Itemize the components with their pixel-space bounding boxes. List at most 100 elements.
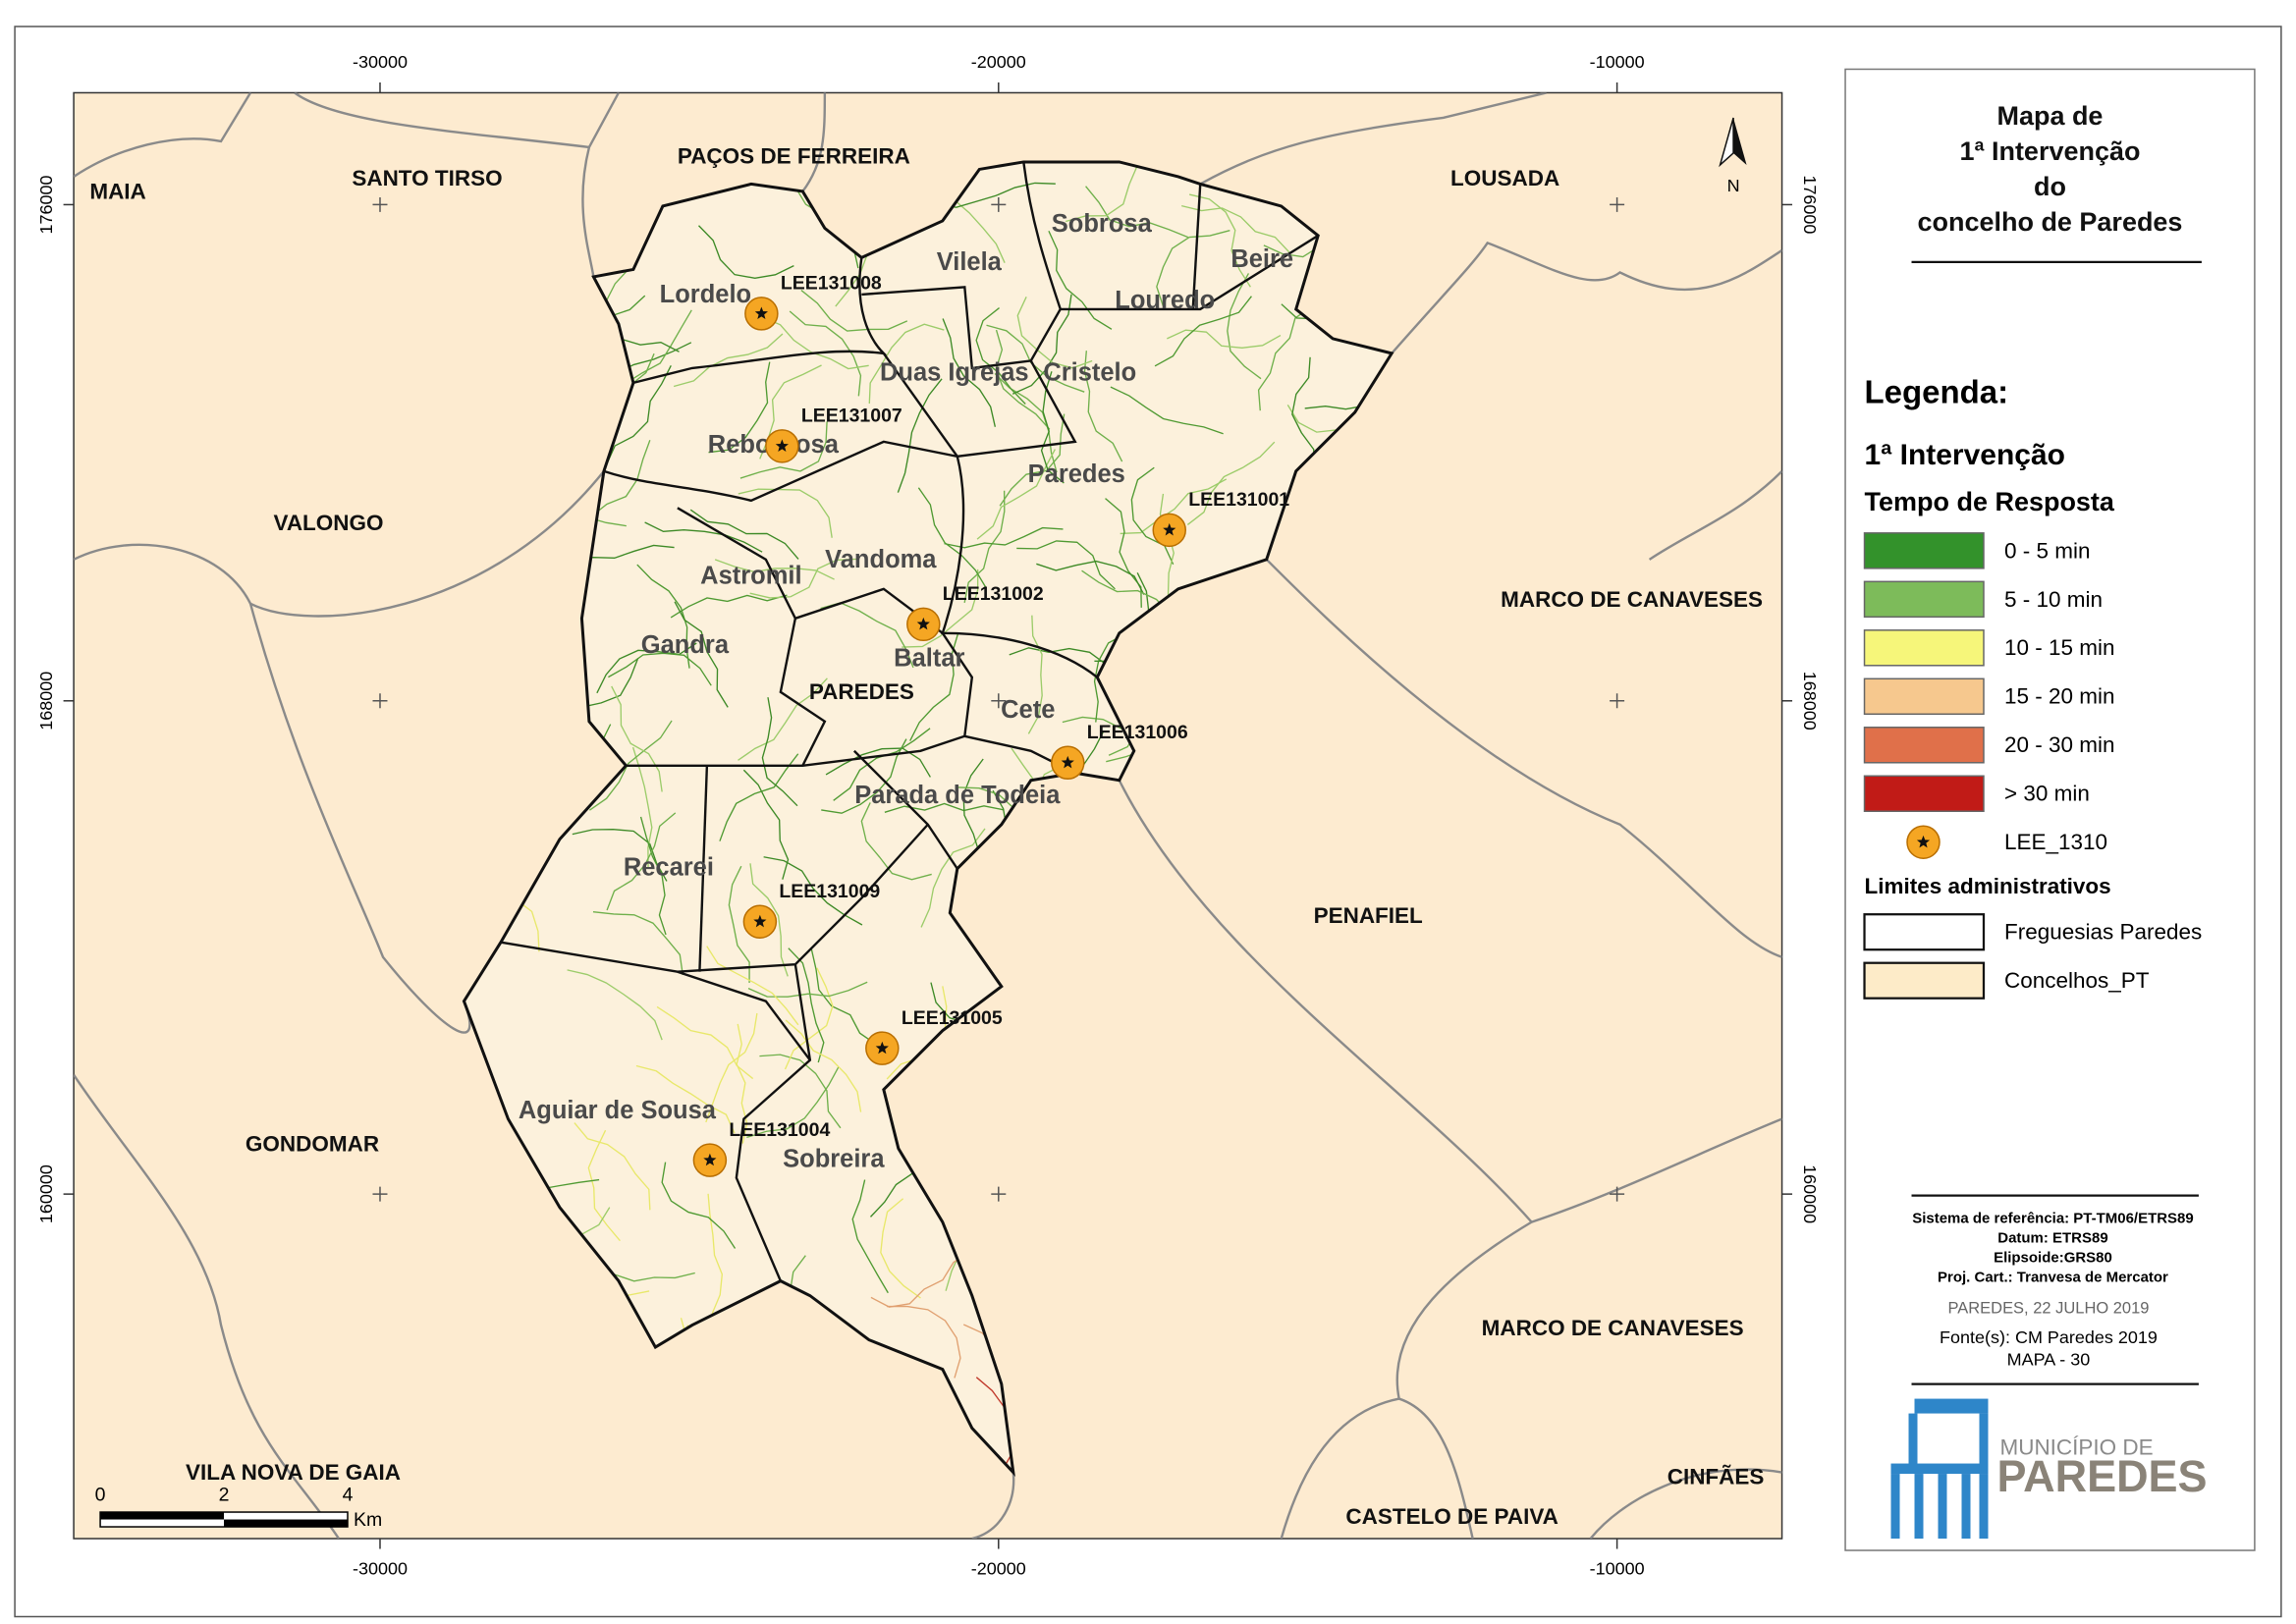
road [1257, 305, 1313, 411]
municipality-label: CASTELO DE PAIVA [1345, 1504, 1558, 1529]
road [606, 812, 677, 911]
road [739, 421, 828, 479]
metadata-date: PAREDES, 22 JULHO 2019 [1948, 1299, 2150, 1317]
grid-cross [991, 1186, 1007, 1202]
road [1188, 193, 1251, 288]
road [1159, 493, 1175, 615]
road [851, 1179, 889, 1294]
road [870, 1250, 971, 1308]
parish-label: Astromil [700, 563, 801, 590]
road [920, 828, 986, 928]
metadata-line: Proj. Cart.: Tranvesa de Mercator [1938, 1269, 2168, 1285]
station-star [775, 439, 789, 452]
grid-cross [1610, 693, 1625, 709]
station-label: LEE131007 [801, 406, 902, 427]
road [963, 490, 1006, 604]
road [1110, 386, 1224, 435]
municipality-label: LOUSADA [1450, 166, 1559, 190]
grid-cross [991, 196, 1007, 212]
parish-label: Sobreira [783, 1145, 885, 1172]
road [608, 652, 712, 686]
legend-label: 5 - 10 min [2004, 587, 2103, 612]
road [1036, 560, 1145, 595]
station-star [753, 914, 767, 928]
municipality-label: SANTO TIRSO [352, 166, 502, 190]
road [1186, 441, 1276, 525]
road [1016, 540, 1116, 590]
legend-swatch [1863, 775, 1985, 812]
station-star [1061, 755, 1074, 769]
road [1120, 478, 1228, 535]
road [909, 633, 959, 741]
road [738, 677, 828, 761]
map-title: do [2034, 172, 2066, 201]
y-coord-label: 160000 [1800, 1164, 1820, 1223]
y-coord-label: 176000 [36, 175, 56, 234]
road [999, 413, 1066, 507]
station-star [754, 306, 768, 320]
metadata-source: Fonte(s): CM Paredes 2019 [1940, 1327, 2158, 1347]
road [706, 946, 799, 1026]
legend-swatch [1863, 961, 1986, 1000]
road [714, 559, 835, 580]
metadata-line: Datum: ETRS89 [1997, 1230, 2107, 1247]
road [644, 521, 763, 553]
road [611, 685, 663, 792]
station-label: LEE131004 [729, 1119, 830, 1141]
legend-label: Freguesias Paredes [2004, 920, 2202, 945]
legend-section: 1ª Intervenção [1865, 439, 2065, 471]
legend-swatch [1863, 727, 1985, 764]
scale-unit: Km [354, 1509, 382, 1531]
road [884, 802, 1005, 813]
road [574, 1122, 651, 1211]
parish-label: Cete [1001, 696, 1055, 724]
parish-boundaries [462, 160, 1394, 1478]
legend-label: 20 - 30 min [2004, 732, 2114, 757]
road [784, 967, 834, 1070]
legend-label: 10 - 15 min [2004, 635, 2114, 660]
parish-label: Duas Igrejas [880, 359, 1029, 387]
road [747, 981, 868, 998]
road [800, 290, 908, 332]
x-coord-label: -20000 [971, 52, 1026, 72]
station-label: LEE131009 [779, 881, 880, 902]
parish-label: Lordelo [660, 281, 751, 308]
road [1083, 351, 1123, 462]
road [738, 488, 833, 538]
road [944, 526, 1064, 549]
road [1291, 356, 1316, 470]
legend-heading: Legenda: [1865, 374, 2009, 410]
road [821, 738, 907, 814]
grid-cross [991, 693, 1007, 709]
logo [1890, 1398, 1989, 1540]
road [567, 969, 663, 1041]
road [661, 1162, 737, 1249]
road [1011, 294, 1072, 395]
road [1156, 230, 1230, 307]
road [742, 769, 790, 880]
station-star [1163, 522, 1176, 536]
road [1181, 204, 1290, 253]
municipality-label: CINFÃES [1667, 1464, 1765, 1489]
municipality-label: VALONGO [273, 511, 383, 535]
station-label: LEE131002 [943, 583, 1044, 605]
road [636, 564, 690, 669]
x-coord-label: -30000 [353, 1558, 408, 1578]
map-labels: MAIA SANTO TIRSO PAÇOS DE FERREIRA LOUSADA V… [89, 143, 1764, 1529]
metadata-map-no: MAPA - 30 [2007, 1349, 2091, 1369]
parish-label: Beire [1230, 245, 1293, 273]
parish-label: Sobrosa [1052, 210, 1153, 238]
y-coord-label: 168000 [1800, 672, 1820, 731]
station-star [703, 1153, 717, 1166]
legend-swatch [1863, 532, 1985, 569]
road [833, 728, 931, 801]
municipality-label: VILA NOVA DE GAIA [186, 1460, 401, 1485]
legend-subsection: Tempo de Resposta [1865, 487, 2115, 516]
station-star [1916, 835, 1931, 848]
parish-label: Recarei [624, 853, 714, 881]
road [707, 1193, 724, 1315]
road [761, 697, 798, 807]
road [759, 1054, 842, 1129]
road [670, 594, 788, 619]
